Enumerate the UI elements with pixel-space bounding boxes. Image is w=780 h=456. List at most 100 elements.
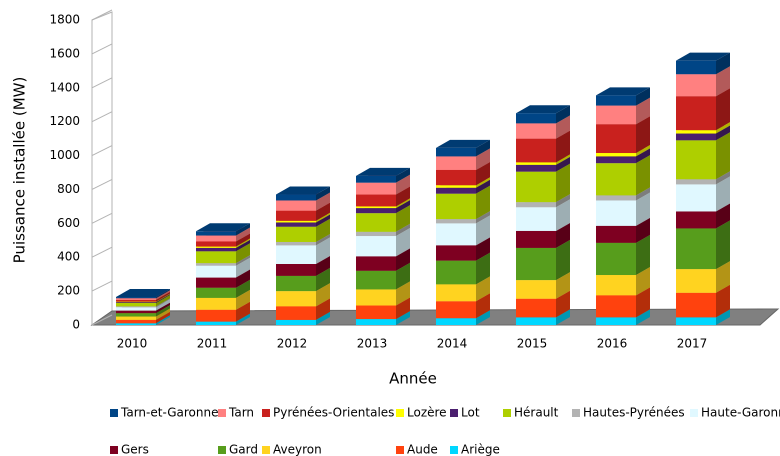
y-tick-label: 400 (57, 250, 80, 264)
legend-label: Aveyron (273, 443, 322, 456)
bar-side (476, 148, 490, 170)
bar-side (236, 257, 250, 278)
bar (196, 251, 236, 264)
bar (356, 270, 396, 290)
bar (596, 200, 636, 226)
legend-swatch (218, 409, 226, 417)
bar-side (316, 186, 330, 201)
bar (436, 219, 476, 224)
bar-top (196, 223, 250, 232)
grid-line (91, 111, 113, 123)
y-tick-label: 200 (57, 284, 80, 298)
legend-label: Gers (121, 443, 149, 456)
bar-side (156, 299, 170, 311)
bar (116, 306, 156, 308)
legend-label: Gard (229, 443, 258, 456)
grid-line (91, 314, 113, 326)
bar-side (236, 313, 250, 325)
y-tick-label: 600 (57, 216, 80, 230)
x-tick-label: 2010 (117, 337, 148, 351)
bar (516, 207, 556, 231)
bar-side (396, 205, 410, 232)
bar (356, 256, 396, 271)
legend-swatch (503, 409, 511, 417)
bar (516, 138, 556, 163)
bar (436, 260, 476, 285)
bar-side (316, 212, 330, 223)
bar (196, 247, 236, 252)
grid-line (91, 178, 113, 190)
bar (276, 194, 316, 201)
bar-top (276, 186, 330, 195)
bar (276, 210, 316, 221)
bar-side (156, 289, 170, 299)
bar (196, 246, 236, 248)
bar (516, 317, 556, 325)
bar-side (396, 186, 410, 207)
bar (196, 241, 236, 247)
bar (116, 316, 156, 320)
bar (116, 299, 156, 302)
legend-label: Hautes-Pyrénées (583, 406, 685, 420)
bar-side (476, 237, 490, 261)
bar-side (156, 291, 170, 302)
grid-line (91, 145, 113, 157)
bar (516, 298, 556, 318)
bar-top (676, 52, 730, 61)
bar (436, 156, 476, 170)
bar-top (436, 139, 490, 148)
bar (516, 230, 556, 248)
bar (356, 206, 396, 209)
bar (436, 193, 476, 220)
legend-label: Pyrénées-Orientales (273, 406, 394, 420)
bar-side (316, 311, 330, 325)
bar-side (316, 202, 330, 221)
bar (436, 245, 476, 261)
bar-side (716, 66, 730, 97)
legend-label: Hérault (514, 406, 559, 420)
bar (436, 301, 476, 319)
bar (596, 242, 636, 276)
grid-line (91, 246, 113, 258)
bar-side (636, 287, 650, 318)
bar-side (476, 161, 490, 186)
bar (676, 317, 716, 325)
bar-side (476, 179, 490, 194)
legend-label: Tarn-et-Garonne (120, 406, 218, 420)
bar-side (716, 132, 730, 180)
bar-side (636, 97, 650, 125)
bar (116, 323, 156, 325)
x-tick-label: 2014 (437, 337, 468, 351)
bar-side (556, 309, 570, 325)
legend-swatch (262, 409, 270, 417)
x-tick-label: 2012 (277, 337, 308, 351)
bar-side (556, 272, 570, 299)
bar (596, 317, 636, 325)
bar (116, 302, 156, 307)
bar-side (316, 283, 330, 307)
bar (676, 130, 716, 134)
bar-side (476, 293, 490, 319)
bar-side (556, 290, 570, 318)
bar (516, 202, 556, 208)
bar (516, 164, 556, 172)
bar (276, 319, 316, 325)
bar-side (556, 194, 570, 208)
bar-side (716, 52, 730, 75)
x-tick-label: 2017 (677, 337, 708, 351)
grid-line (91, 280, 113, 292)
bar (276, 306, 316, 320)
bar-side (716, 122, 730, 134)
bar-side (716, 125, 730, 141)
bar-side (716, 171, 730, 185)
bar (516, 123, 556, 139)
bar-side (636, 234, 650, 276)
bar (596, 95, 636, 106)
bar (516, 247, 556, 281)
bar-side (556, 239, 570, 281)
bar (356, 231, 396, 237)
bar (436, 223, 476, 246)
legend-swatch (110, 446, 118, 454)
bar-side (716, 284, 730, 318)
x-tick-label: 2011 (197, 337, 228, 351)
